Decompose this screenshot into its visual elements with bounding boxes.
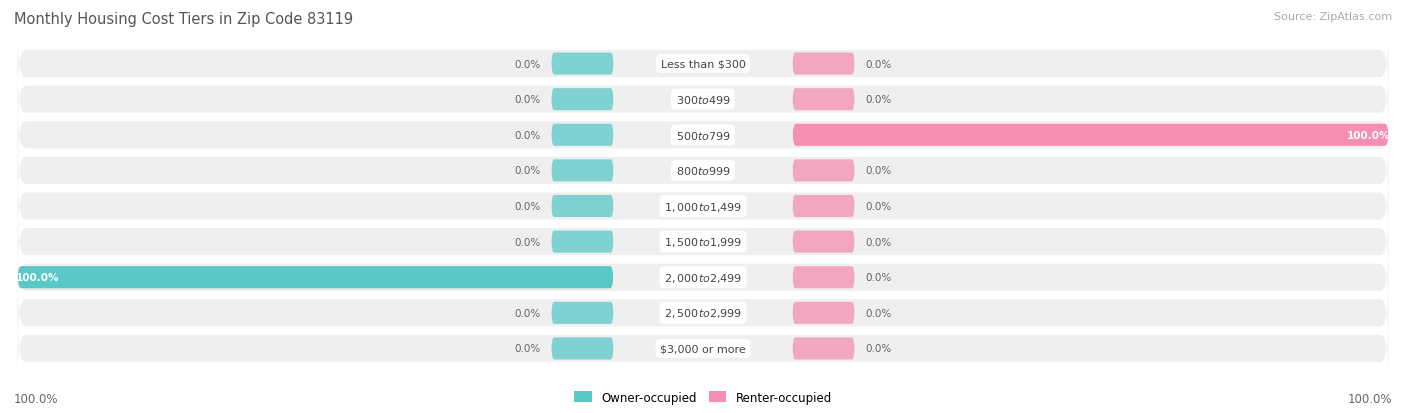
FancyBboxPatch shape [551,160,613,182]
Text: 0.0%: 0.0% [865,202,891,211]
Legend: Owner-occupied, Renter-occupied: Owner-occupied, Renter-occupied [571,387,835,407]
FancyBboxPatch shape [551,53,613,76]
FancyBboxPatch shape [793,337,855,360]
Text: 0.0%: 0.0% [515,131,541,140]
Text: 100.0%: 100.0% [1347,392,1392,405]
FancyBboxPatch shape [551,231,613,253]
Text: $800 to $999: $800 to $999 [675,165,731,177]
Text: 0.0%: 0.0% [515,95,541,105]
Text: $300 to $499: $300 to $499 [675,94,731,106]
Text: 100.0%: 100.0% [14,392,59,405]
Text: 0.0%: 0.0% [865,344,891,354]
FancyBboxPatch shape [793,195,855,218]
Text: 0.0%: 0.0% [515,59,541,69]
FancyBboxPatch shape [793,89,855,111]
FancyBboxPatch shape [17,177,1389,236]
Text: $2,500 to $2,999: $2,500 to $2,999 [664,306,742,320]
FancyBboxPatch shape [17,106,1389,164]
FancyBboxPatch shape [17,35,1389,93]
FancyBboxPatch shape [793,302,855,324]
FancyBboxPatch shape [17,320,1389,378]
Text: $3,000 or more: $3,000 or more [661,344,745,354]
FancyBboxPatch shape [17,213,1389,271]
Text: $500 to $799: $500 to $799 [675,129,731,141]
Text: 0.0%: 0.0% [515,308,541,318]
FancyBboxPatch shape [793,124,1389,147]
Text: 100.0%: 100.0% [15,273,59,282]
FancyBboxPatch shape [551,337,613,360]
FancyBboxPatch shape [793,266,855,289]
FancyBboxPatch shape [17,266,613,289]
FancyBboxPatch shape [793,231,855,253]
Text: Less than $300: Less than $300 [661,59,745,69]
FancyBboxPatch shape [551,195,613,218]
FancyBboxPatch shape [17,249,1389,307]
Text: $1,000 to $1,499: $1,000 to $1,499 [664,200,742,213]
FancyBboxPatch shape [17,142,1389,200]
Text: 100.0%: 100.0% [1347,131,1391,140]
Text: Source: ZipAtlas.com: Source: ZipAtlas.com [1274,12,1392,22]
Text: 0.0%: 0.0% [865,273,891,282]
FancyBboxPatch shape [17,71,1389,129]
FancyBboxPatch shape [17,284,1389,342]
Text: 0.0%: 0.0% [865,308,891,318]
Text: Monthly Housing Cost Tiers in Zip Code 83119: Monthly Housing Cost Tiers in Zip Code 8… [14,12,353,27]
Text: 0.0%: 0.0% [515,344,541,354]
Text: 0.0%: 0.0% [865,237,891,247]
FancyBboxPatch shape [551,124,613,147]
FancyBboxPatch shape [793,53,855,76]
Text: 0.0%: 0.0% [865,166,891,176]
Text: 0.0%: 0.0% [865,95,891,105]
Text: $1,500 to $1,999: $1,500 to $1,999 [664,235,742,249]
FancyBboxPatch shape [793,160,855,182]
Text: 0.0%: 0.0% [515,237,541,247]
Text: 0.0%: 0.0% [865,59,891,69]
Text: 0.0%: 0.0% [515,202,541,211]
FancyBboxPatch shape [551,89,613,111]
FancyBboxPatch shape [551,302,613,324]
Text: 0.0%: 0.0% [515,166,541,176]
Text: $2,000 to $2,499: $2,000 to $2,499 [664,271,742,284]
